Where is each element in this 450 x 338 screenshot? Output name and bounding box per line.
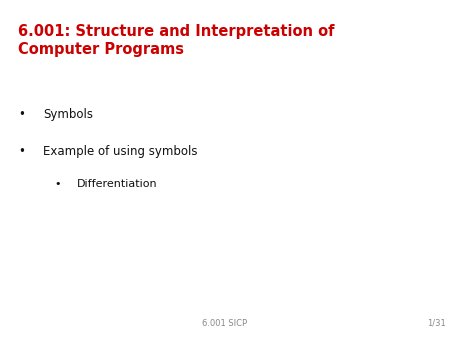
Text: Example of using symbols: Example of using symbols [43, 145, 197, 158]
Text: 6.001 SICP: 6.001 SICP [202, 319, 248, 328]
Text: •: • [18, 108, 25, 121]
Text: •: • [18, 145, 25, 158]
Text: 1/31: 1/31 [427, 319, 446, 328]
Text: 6.001: Structure and Interpretation of
Computer Programs: 6.001: Structure and Interpretation of C… [18, 24, 334, 57]
Text: Symbols: Symbols [43, 108, 93, 121]
Text: Differentiation: Differentiation [76, 179, 157, 189]
Text: •: • [54, 179, 60, 189]
